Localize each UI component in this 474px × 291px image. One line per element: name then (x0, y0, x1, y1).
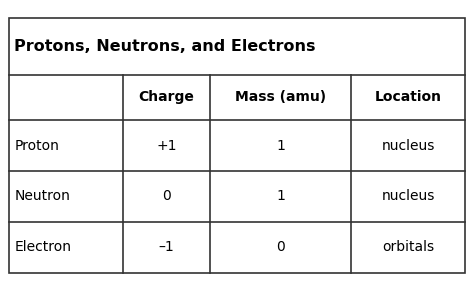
Text: orbitals: orbitals (383, 240, 434, 254)
Text: 1: 1 (276, 139, 285, 152)
Text: Charge: Charge (139, 91, 194, 104)
Text: –1: –1 (159, 240, 174, 254)
Text: nucleus: nucleus (382, 189, 435, 203)
Text: 0: 0 (162, 189, 171, 203)
Text: 1: 1 (276, 189, 285, 203)
Text: Location: Location (375, 91, 442, 104)
Text: Protons, Neutrons, and Electrons: Protons, Neutrons, and Electrons (14, 39, 316, 54)
Text: Proton: Proton (14, 139, 59, 152)
Text: Electron: Electron (14, 240, 71, 254)
Text: Mass (amu): Mass (amu) (235, 91, 327, 104)
Bar (9, 18, 465, 273)
Text: nucleus: nucleus (382, 139, 435, 152)
Text: +1: +1 (156, 139, 177, 152)
Text: 0: 0 (276, 240, 285, 254)
Text: Neutron: Neutron (14, 189, 70, 203)
